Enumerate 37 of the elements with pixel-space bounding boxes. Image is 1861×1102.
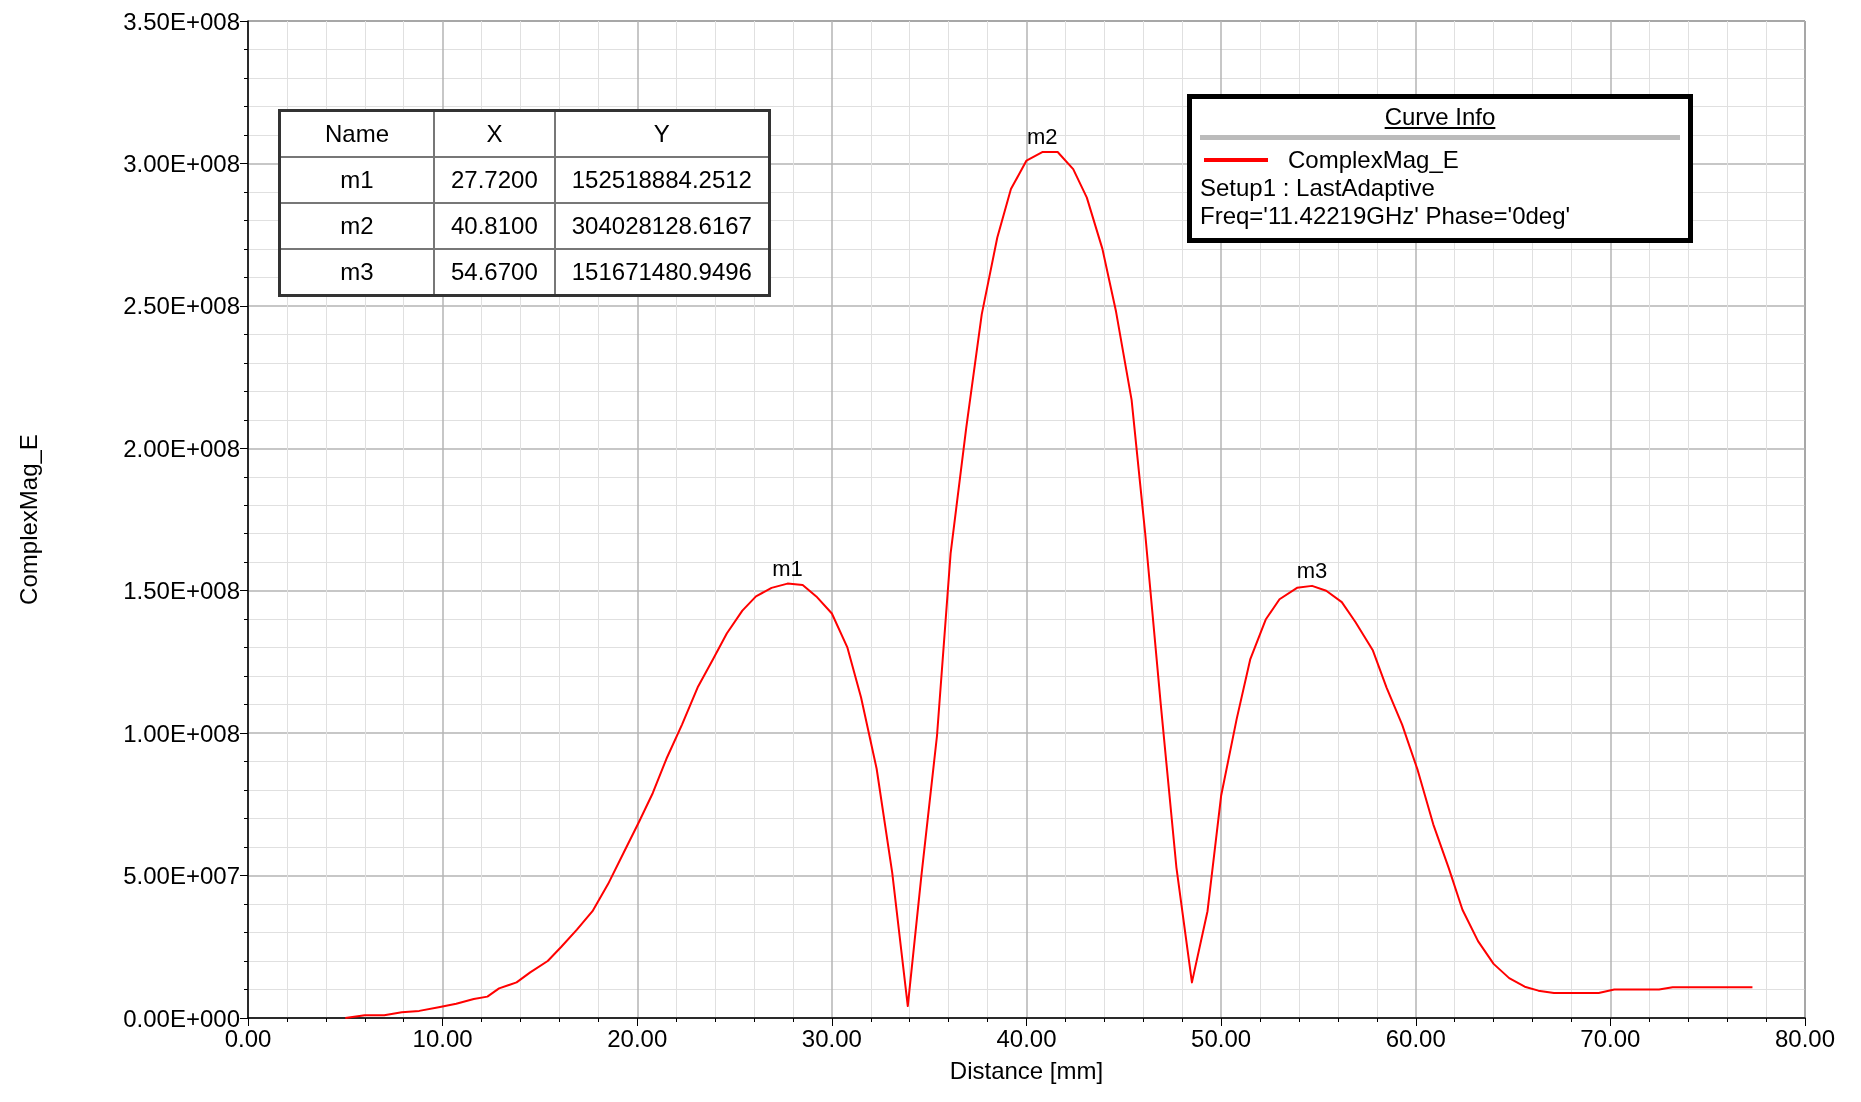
x-axis-title: Distance [mm] bbox=[949, 1056, 1104, 1084]
y-tick-label: 5.00E+007 bbox=[123, 862, 240, 890]
annotation: 304028128.6167 bbox=[554, 203, 770, 249]
y-tick-label: 1.50E+008 bbox=[123, 577, 240, 605]
y-tick-label: 3.00E+008 bbox=[123, 149, 240, 177]
annotation: m1 bbox=[772, 556, 803, 582]
x-tick-label: 10.00 bbox=[412, 1024, 473, 1052]
annotation: 27.7200 bbox=[434, 157, 555, 203]
annotation: 54.6700 bbox=[434, 249, 555, 296]
annotation: 40.8100 bbox=[434, 203, 555, 249]
annotation: 152518884.2512 bbox=[554, 157, 770, 203]
y-axis-title: ComplexMag_E bbox=[14, 434, 42, 605]
legend-label: ComplexMag_E bbox=[1288, 146, 1459, 174]
y-tick-label: 1.00E+008 bbox=[123, 719, 240, 747]
x-tick-label: 40.00 bbox=[996, 1024, 1057, 1052]
x-tick-label: 80.00 bbox=[1774, 1024, 1836, 1052]
x-tick-label: 60.00 bbox=[1385, 1024, 1446, 1052]
y-tick-label: 3.50E+008 bbox=[123, 7, 240, 35]
x-tick-label: 70.00 bbox=[1580, 1024, 1641, 1052]
annotation: Y bbox=[554, 110, 770, 157]
annotation: m1 bbox=[279, 157, 434, 203]
x-tick-label: 30.00 bbox=[801, 1024, 862, 1052]
annotation: m3 bbox=[1296, 558, 1328, 584]
line-series bbox=[344, 151, 1754, 1019]
annotation: m3 bbox=[279, 249, 434, 296]
x-tick-label: 20.00 bbox=[607, 1024, 668, 1052]
annotation: Name bbox=[279, 110, 434, 157]
x-tick-label: 50.00 bbox=[1191, 1024, 1252, 1052]
annotation: Freq='11.42219GHz' Phase='0deg' bbox=[1200, 202, 1572, 230]
annotation: Setup1 : LastAdaptive bbox=[1200, 174, 1436, 202]
annotation: m2 bbox=[1026, 124, 1058, 150]
y-tick-label: 2.00E+008 bbox=[123, 434, 240, 462]
y-tick-label: 2.50E+008 bbox=[123, 292, 240, 320]
annotation: 151671480.9496 bbox=[554, 249, 770, 296]
annotation: m2 bbox=[279, 203, 434, 249]
legend-title: Curve Info bbox=[1383, 103, 1497, 132]
annotation: X bbox=[434, 110, 555, 157]
